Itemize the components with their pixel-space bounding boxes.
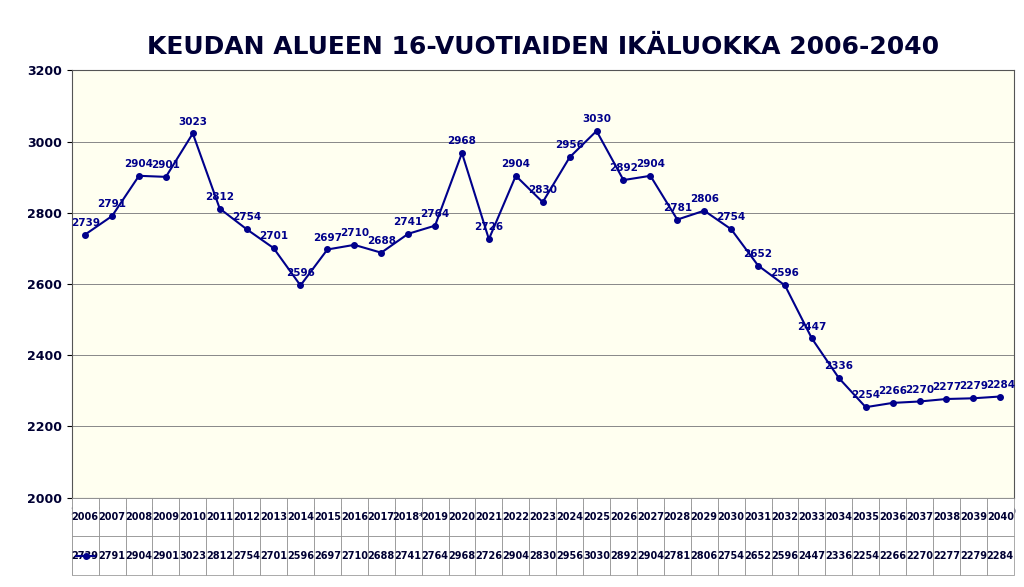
Text: 3023: 3023 [178,116,207,127]
Text: 2254: 2254 [851,390,881,400]
Text: 2710: 2710 [340,228,369,238]
Text: 2270: 2270 [905,384,934,394]
Text: 2739: 2739 [71,218,99,228]
Text: 2336: 2336 [824,361,853,371]
Text: 2892: 2892 [609,163,638,173]
Text: 2754: 2754 [717,212,745,222]
Text: 2726: 2726 [474,222,504,232]
Text: 2447: 2447 [798,322,826,332]
Text: 2596: 2596 [770,268,800,278]
Text: 2596: 2596 [286,268,315,278]
Text: 3030: 3030 [582,114,611,124]
Text: 2904: 2904 [125,159,154,169]
Text: 2652: 2652 [743,248,772,258]
Text: 2279: 2279 [958,382,988,392]
Text: 2688: 2688 [367,236,395,246]
Text: 2277: 2277 [932,382,962,392]
Text: 2266: 2266 [879,386,907,396]
Text: 2741: 2741 [393,217,423,227]
Text: 2284: 2284 [986,380,1015,390]
Text: 2697: 2697 [313,232,342,242]
Text: 2904: 2904 [636,159,665,169]
Title: KEUDAN ALUEEN 16-VUOTIAIDEN IKÄLUOKKA 2006-2040: KEUDAN ALUEEN 16-VUOTIAIDEN IKÄLUOKKA 20… [146,35,939,59]
Text: 2764: 2764 [421,209,450,219]
Text: 2701: 2701 [259,231,288,241]
Text: 2812: 2812 [205,191,234,201]
Text: 2781: 2781 [663,203,692,212]
Text: 2791: 2791 [97,199,127,209]
Text: 2968: 2968 [447,136,476,146]
Text: 2806: 2806 [690,194,719,204]
Text: 2754: 2754 [232,212,261,222]
Text: 2956: 2956 [555,140,584,150]
Text: 2901: 2901 [152,160,180,170]
Text: 2904: 2904 [502,159,530,169]
Text: 2830: 2830 [528,185,557,195]
